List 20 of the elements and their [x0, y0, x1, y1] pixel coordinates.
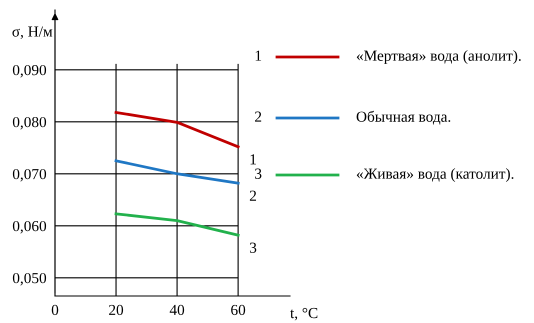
- x-tick-label: 40: [170, 304, 184, 316]
- x-tick-label: 0: [52, 304, 58, 316]
- x-axis-title: t, °C: [290, 308, 318, 320]
- y-tick-label: 0,090: [12, 64, 46, 78]
- annotation: 1: [250, 154, 256, 164]
- y-tick-label: 0,060: [12, 220, 46, 234]
- legend-label: Обычная вода.: [356, 110, 450, 125]
- annotation: 2: [255, 112, 262, 122]
- y-tick-label: 0,070: [12, 168, 46, 182]
- annotation: 1: [256, 50, 262, 61]
- legend-label: «Живая» вода (католит).: [356, 168, 514, 182]
- x-tick-label: 60: [231, 304, 246, 316]
- x-tick-label: 20: [109, 304, 124, 316]
- y-tick-label: 0,080: [12, 116, 46, 130]
- annotation: 2: [250, 190, 256, 201]
- annotation: 3: [255, 168, 262, 179]
- legend-label: «Мертвая» вода (анолит).: [356, 50, 521, 64]
- y-axis-title: σ, Н/м: [12, 26, 52, 39]
- y-tick-label: 0,050: [12, 272, 46, 286]
- annotation: 3: [250, 242, 256, 253]
